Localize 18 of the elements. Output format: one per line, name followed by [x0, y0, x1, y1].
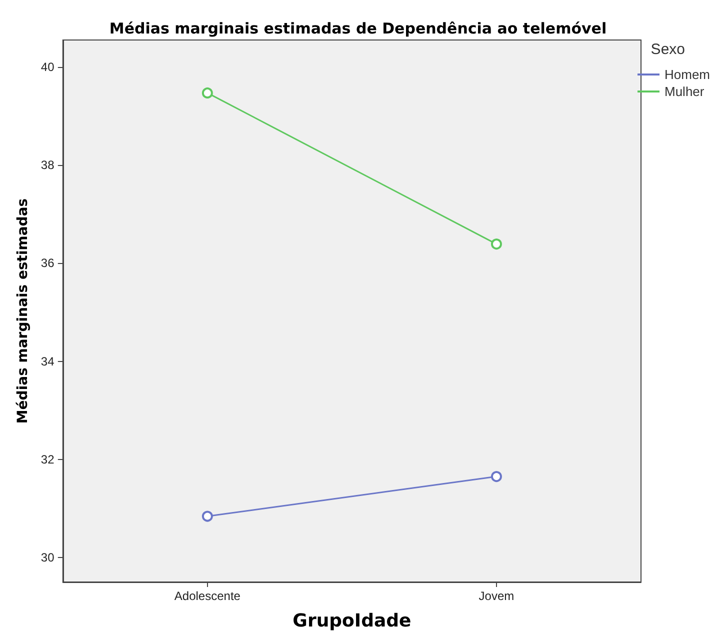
y-tick-label: 30	[40, 550, 55, 564]
y-axis-title: Médias marginais estimadas	[15, 198, 31, 424]
y-tick-label: 34	[40, 354, 55, 368]
y-tick-label: 40	[40, 60, 55, 74]
point	[202, 87, 213, 98]
x-tick-label: Adolescente	[174, 589, 241, 603]
point	[490, 471, 502, 482]
x-axis-title: GrupoIdade	[292, 610, 412, 632]
legend-label: Homem	[664, 67, 710, 82]
legend-title: Sexo	[650, 41, 686, 58]
y-tick-label: 36	[40, 256, 55, 270]
point	[202, 510, 213, 522]
chart-title: Médias marginais estimadas de Dependência ao telemóvel	[109, 20, 607, 38]
y-tick-label: 38	[40, 158, 55, 172]
legend-label: Mulher	[664, 84, 705, 99]
point	[490, 238, 502, 250]
y-tick-label: 32	[40, 452, 55, 466]
x-tick-label: Jovem	[478, 589, 514, 603]
